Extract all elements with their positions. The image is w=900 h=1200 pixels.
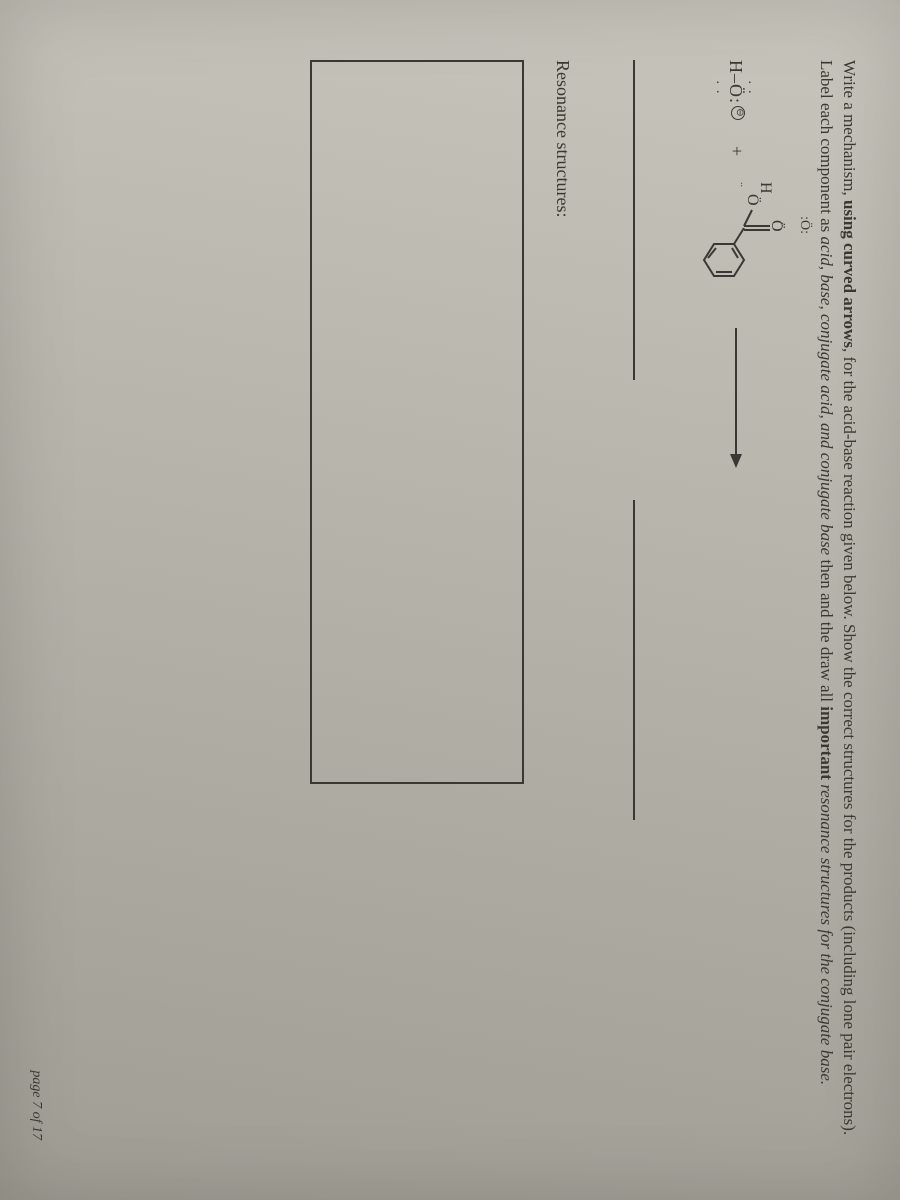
- problem-instructions: Write a mechanism, using curved arrows, …: [814, 60, 860, 1140]
- hydroxide-ion: .. H–Ö:⊖ ..: [713, 60, 759, 120]
- svg-text:H: H: [757, 182, 774, 194]
- reaction-arrow-icon: [726, 328, 746, 468]
- page-footer: page 7 of 17: [28, 1070, 44, 1140]
- product-blank-1: [633, 60, 636, 380]
- instr-pre: Write a mechanism,: [840, 60, 859, 200]
- instr-bold: using curved arrows: [840, 200, 859, 348]
- carbonyl-o-dots: :Ö:: [796, 216, 812, 234]
- resonance-box: [310, 60, 524, 784]
- benzoic-acid-structure-icon: H .. Ö Ö ..: [686, 182, 786, 302]
- instr-important: important: [817, 706, 836, 780]
- instr-roles: acid, base, conjugate acid, and conjugat…: [817, 237, 836, 556]
- benzoic-labels: :Ö: H .. Ö Ö ..: [686, 182, 786, 302]
- instr-end: resonance structures for the conjugate b…: [817, 780, 836, 1085]
- hydroxide-formula: H–Ö:⊖: [727, 60, 745, 120]
- lone-pair-top: ..: [745, 81, 759, 100]
- resonance-heading: Resonance structures:: [552, 60, 573, 1140]
- svg-text:..: ..: [779, 222, 786, 227]
- plus-sign: +: [726, 146, 747, 156]
- svg-text:..: ..: [738, 182, 749, 187]
- benzoic-acid: :Ö: H .. Ö Ö ..: [686, 182, 786, 302]
- svg-text:Ö: Ö: [744, 194, 762, 206]
- instr-then: then and the draw all: [817, 555, 836, 706]
- product-blanks: [633, 60, 636, 1140]
- product-blank-2: [633, 500, 636, 820]
- lone-pair-bottom: ..: [713, 81, 727, 100]
- worksheet-page: Write a mechanism, using curved arrows, …: [0, 0, 900, 1200]
- reaction-scheme: .. H–Ö:⊖ .. + :Ö: H .. Ö: [686, 60, 786, 1140]
- negative-charge-icon: ⊖: [731, 106, 745, 120]
